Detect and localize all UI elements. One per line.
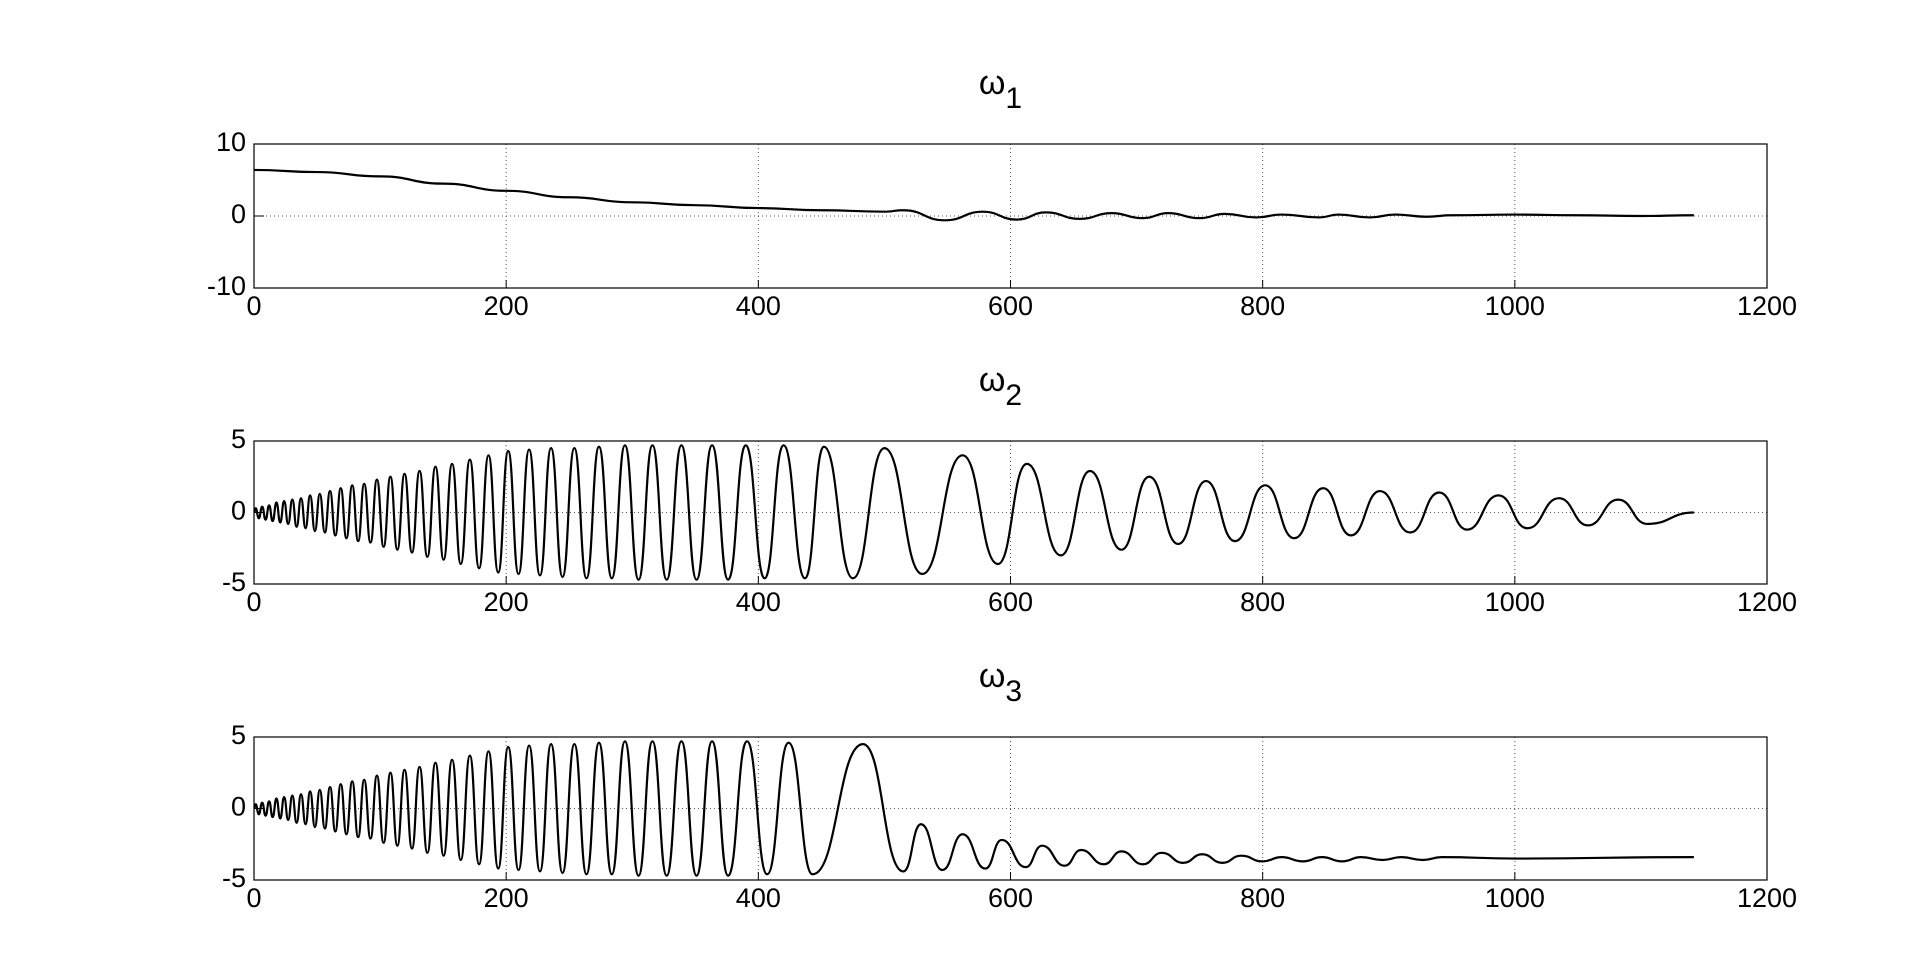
y-tick-label: 0 [231,496,246,526]
y-tick-label: -10 [207,271,246,301]
x-tick-label: 800 [1240,291,1285,321]
y-tick-label: -5 [222,567,246,597]
x-tick-label: 400 [736,587,781,617]
x-tick-label: 400 [736,883,781,913]
x-tick-label: 600 [988,883,1033,913]
axes-frame [253,143,1768,289]
title-subscript: 2 [1005,379,1022,412]
x-tick-label: 600 [988,291,1033,321]
data-line [253,740,1694,877]
x-tick-label: 800 [1240,883,1285,913]
subplot: ω20 200 400 600 800 1000 1200-505 [222,361,1797,617]
y-tick-label: 10 [216,127,246,157]
x-tick-label: 1000 [1485,883,1545,913]
title-symbol: ω [979,361,1006,399]
x-tick-label: 400 [736,291,781,321]
y-tick-label: 0 [231,199,246,229]
subplot-title: ω3 [979,657,1022,708]
x-tick-label: 800 [1240,587,1285,617]
y-tick-label: 0 [231,792,246,822]
title-symbol: ω [979,64,1006,102]
x-tick-label: 1200 [1737,587,1797,617]
title-subscript: 1 [1005,82,1022,115]
x-tick-label: 0 [246,883,261,913]
y-tick-label: 5 [231,424,246,454]
subplot-title: ω1 [979,64,1022,115]
x-tick-label: 1200 [1737,883,1797,913]
x-tick-label: 1200 [1737,291,1797,321]
y-tick-label: -5 [222,863,246,893]
x-tick-label: 200 [484,587,529,617]
x-tick-label: 200 [484,291,529,321]
title-subscript: 3 [1005,675,1022,708]
x-tick-label: 200 [484,883,529,913]
x-tick-label: 1000 [1485,291,1545,321]
data-line [253,168,1694,222]
x-tick-label: 600 [988,587,1033,617]
title-symbol: ω [979,657,1006,695]
x-tick-label: 0 [246,291,261,321]
x-tick-label: 0 [246,587,261,617]
x-tick-label: 1000 [1485,587,1545,617]
subplot-title: ω2 [979,361,1022,412]
data-line [253,444,1694,581]
y-tick-label: 5 [231,720,246,750]
subplot: ω30 200 400 600 800 1000 1200-505 [222,657,1797,913]
